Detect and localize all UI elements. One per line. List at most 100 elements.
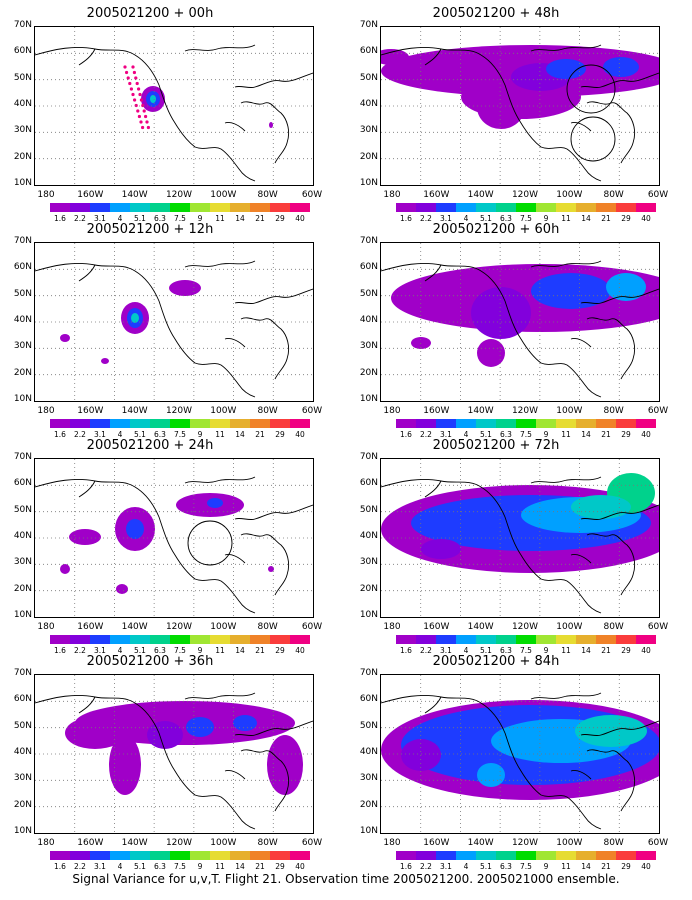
coastline <box>381 260 659 398</box>
colorbar-swatch <box>250 635 270 644</box>
coastline <box>424 480 636 596</box>
observation-point <box>128 81 132 86</box>
colorbar-label: 9 <box>197 430 203 439</box>
colorbar-swatch <box>396 419 416 428</box>
colorbar-label: 5.1 <box>480 214 492 223</box>
colorbar-swatch <box>50 419 70 428</box>
variance-contour <box>267 735 303 795</box>
x-tick-label: 60W <box>301 190 323 200</box>
variance-contour <box>169 280 201 296</box>
x-tick-label: 100W <box>556 838 583 848</box>
colorbar-label: 14 <box>581 862 591 871</box>
colorbar-swatch <box>576 203 596 212</box>
x-tick-label: 80W <box>257 838 278 848</box>
map-svg <box>35 243 313 401</box>
map-panel: 2005021200 + 12h 70N 60N 50N 40N 30N 20N 10N 180… <box>0 222 322 439</box>
colorbar-swatch <box>496 851 516 860</box>
colorbar-swatch <box>130 203 150 212</box>
y-tick-label: 60N <box>359 262 378 273</box>
colorbar-swatch <box>456 851 476 860</box>
y-tick-label: 10N <box>13 394 32 404</box>
colorbar-swatch <box>556 851 576 860</box>
panel-title: 2005021200 + 72h <box>432 438 560 453</box>
colorbar-label: 11 <box>561 862 571 871</box>
observation-point <box>133 98 137 102</box>
x-tick-label: 120W <box>165 406 193 416</box>
map-svg <box>381 27 659 185</box>
variance-contour <box>131 313 139 323</box>
y-tick-label: 40N <box>359 747 378 757</box>
y-tick-label: 60N <box>359 46 378 57</box>
colorbar-label: 6.3 <box>500 214 512 223</box>
colorbar-swatch <box>230 419 250 428</box>
colorbar-label: 3.1 <box>440 862 452 871</box>
colorbar <box>50 419 310 428</box>
colorbar-swatch <box>110 635 130 644</box>
y-tick-label: 70N <box>13 452 32 462</box>
variance-contour <box>477 339 505 367</box>
y-tick-label: 60N <box>13 262 32 273</box>
y-tick-label: 60N <box>359 694 378 705</box>
colorbar-label: 4 <box>463 862 469 871</box>
colorbar-swatch <box>110 851 130 860</box>
colorbar-swatch <box>516 635 536 644</box>
y-tick-label: 40N <box>13 747 32 757</box>
x-tick-label: 160W <box>77 838 104 848</box>
colorbar-swatch <box>170 851 190 860</box>
map-area <box>34 242 314 402</box>
x-tick-label: 180 <box>37 190 55 200</box>
y-tick-label: 30N <box>13 125 32 136</box>
colorbar-label: 14 <box>235 646 245 655</box>
colorbar-swatch <box>636 203 656 212</box>
map-area <box>380 674 660 834</box>
x-tick-label: 80W <box>257 406 278 416</box>
panel-title: 2005021200 + 48h <box>432 6 560 21</box>
colorbar-swatch <box>150 419 170 428</box>
x-tick-label: 120W <box>165 190 193 200</box>
colorbar-swatch <box>170 419 190 428</box>
colorbar-label: 1.6 <box>400 430 412 439</box>
colorbar <box>50 851 310 860</box>
colorbar <box>396 635 656 644</box>
colorbar-swatch <box>70 203 90 212</box>
coastline <box>424 264 636 380</box>
colorbar-swatch <box>456 419 476 428</box>
colorbar-swatch <box>130 851 150 860</box>
colorbar-label: 7.5 <box>520 430 532 439</box>
colorbar-label: 9 <box>197 214 203 223</box>
map-panel: 2005021200 + 36h 70N 60N 50N 40N 30N 20N 10N 180… <box>0 654 322 871</box>
colorbar-swatch <box>230 851 250 860</box>
target-circle <box>570 116 616 162</box>
observation-point <box>134 76 138 80</box>
colorbar-swatch <box>436 635 456 644</box>
y-tick-label: 10N <box>359 826 378 836</box>
panel-title: 2005021200 + 24h <box>86 438 214 453</box>
colorbar-label: 4 <box>117 646 123 655</box>
y-tick-label: 50N <box>13 288 32 299</box>
colorbar-label: 6.3 <box>154 862 166 871</box>
colorbar-label: 40 <box>295 862 305 871</box>
colorbar-label: 7.5 <box>174 862 186 871</box>
colorbar <box>396 851 656 860</box>
observation-point <box>139 120 143 124</box>
colorbar-swatch <box>290 635 310 644</box>
colorbar-label: 11 <box>561 214 571 223</box>
x-tick-label: 60W <box>301 838 323 848</box>
observation-point <box>132 70 136 75</box>
variance-contour <box>147 721 183 749</box>
y-tick-label: 10N <box>359 394 378 404</box>
variance-contour <box>126 519 144 539</box>
colorbar-label: 2.2 <box>420 646 432 655</box>
colorbar-swatch <box>396 635 416 644</box>
colorbar-swatch <box>416 635 436 644</box>
x-tick-label: 120W <box>511 190 539 200</box>
y-tick-label: 70N <box>13 236 32 246</box>
colorbar-swatch <box>436 419 456 428</box>
colorbar-label: 14 <box>581 646 591 655</box>
colorbar-swatch <box>636 419 656 428</box>
map-panel: 2005021200 + 48h 70N 60N 50N 40N 30N 20N 10N 180… <box>346 6 668 223</box>
colorbar-label: 6.3 <box>154 430 166 439</box>
y-tick-label: 20N <box>13 799 32 810</box>
observation-point <box>131 65 135 69</box>
variance-contour <box>603 57 639 77</box>
